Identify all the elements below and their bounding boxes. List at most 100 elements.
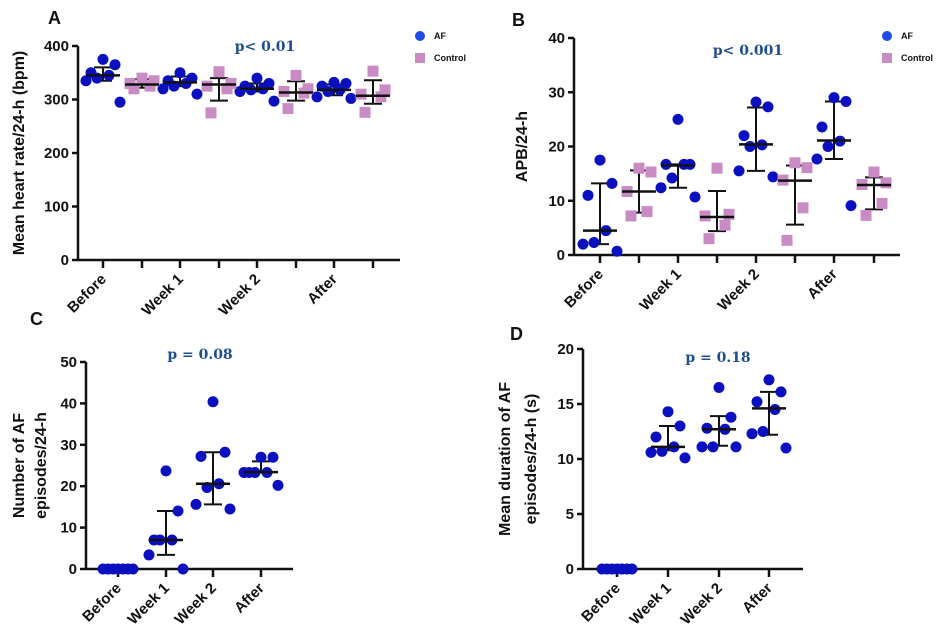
legend-af-label: AF <box>434 31 446 41</box>
data-point-af <box>114 96 126 108</box>
panel-B: B 0 10 20 30 40 Before Week 1 Week 2 After APB/24-… <box>512 10 933 314</box>
data-point-af <box>190 498 202 510</box>
y-axis-label: APB/24-h <box>514 111 531 182</box>
data-point-af <box>780 442 792 454</box>
data-point-af <box>650 431 662 443</box>
data-point-af <box>255 451 267 463</box>
data-point-af <box>707 441 719 453</box>
panel-letter: A <box>48 8 61 28</box>
data-point-af <box>655 182 667 194</box>
x-tick-label: Before <box>561 266 607 312</box>
data-point-af <box>577 238 589 250</box>
data-point-af <box>656 445 668 457</box>
panel-A: A 0 100 200 300 400 Before Week 1 Week 2 After Mea… <box>11 8 466 319</box>
data-point-control <box>711 162 723 174</box>
data-point-control <box>290 69 302 81</box>
data-point-af <box>746 428 758 440</box>
y-axis-label: Mean heart rate/24-h (bpm) <box>11 51 28 255</box>
data-point-af <box>127 563 139 575</box>
data-point-af <box>733 165 745 177</box>
data-point-af <box>750 96 762 108</box>
data-point-af <box>160 465 172 477</box>
y-tick-label: 10 <box>60 520 77 537</box>
y-axis-label: episodes/24-h <box>33 412 50 519</box>
p-value-annotation: p< 0.001 <box>713 43 783 59</box>
data-point-af <box>267 451 279 463</box>
data-point-control <box>797 202 809 214</box>
data-point-af <box>725 411 737 423</box>
data-point-af <box>738 130 750 142</box>
data-point-af <box>97 53 109 65</box>
panel-letter: B <box>512 10 525 30</box>
data-point-af <box>345 92 357 104</box>
data-point-af <box>696 441 708 453</box>
data-point-control <box>282 103 294 115</box>
legend-af-label: AF <box>901 31 913 41</box>
legend: AF Control <box>882 31 933 63</box>
data-point-af <box>840 95 852 107</box>
data-point-af <box>611 245 623 257</box>
y-tick-label: 20 <box>557 341 574 358</box>
x-tick-label: Week 2 <box>215 271 263 319</box>
x-tick-label: Week 1 <box>626 580 674 628</box>
data-point-control <box>719 219 731 231</box>
data-point-af <box>251 72 263 84</box>
data-point-af <box>816 121 828 133</box>
p-value-annotation: p = 0.18 <box>685 350 750 366</box>
y-tick-label: 0 <box>557 247 565 264</box>
x-tick-label: Before <box>79 580 125 626</box>
data-point-af <box>328 76 340 88</box>
data-point-af <box>174 67 186 79</box>
data-point-af <box>762 101 774 113</box>
y-tick-label: 400 <box>44 38 69 55</box>
data-point-af <box>845 200 857 212</box>
y-tick-label: 300 <box>44 92 69 109</box>
data-point-af <box>679 452 691 464</box>
data-point-af <box>713 382 725 393</box>
x-tick-label: Week 1 <box>636 266 684 314</box>
data-point-af <box>763 374 775 386</box>
data-point-af <box>672 113 684 125</box>
data-point-af <box>588 237 600 249</box>
data-point-control <box>789 157 801 169</box>
data-point-control <box>781 234 793 246</box>
x-tick-label: After <box>231 580 268 617</box>
panel-letter: C <box>30 309 43 329</box>
y-tick-label: 10 <box>548 193 565 210</box>
legend-af-marker <box>882 31 892 41</box>
data-point-af <box>606 177 618 189</box>
data-point-af <box>177 563 189 575</box>
data-point-af <box>268 95 280 107</box>
data-point-af <box>689 191 701 203</box>
p-value-annotation: p = 0.08 <box>167 347 232 363</box>
x-tick-label: After <box>304 271 341 308</box>
x-tick-label: Week 2 <box>171 580 219 628</box>
x-tick-label: Before <box>64 271 110 317</box>
data-point-af <box>811 153 823 165</box>
data-point-af <box>172 505 184 517</box>
y-tick-label: 20 <box>548 139 565 156</box>
data-point-af <box>822 141 834 152</box>
y-tick-label: 0 <box>69 561 77 578</box>
data-point-af <box>109 59 121 71</box>
x-tick-label: Week 1 <box>124 580 172 628</box>
data-point-control <box>645 166 657 178</box>
data-point-control <box>136 72 148 84</box>
y-tick-label: 0 <box>566 561 574 578</box>
data-point-control <box>221 83 233 95</box>
y-tick-label: 20 <box>60 478 77 495</box>
data-point-control <box>359 106 371 118</box>
x-tick-label: Week 2 <box>714 266 762 314</box>
panel-letter: D <box>510 324 523 344</box>
data-point-control <box>860 209 872 221</box>
legend-af-marker <box>415 31 425 41</box>
data-point-control <box>801 162 813 174</box>
data-point-af <box>582 189 594 201</box>
data-point-af <box>626 563 638 575</box>
y-tick-label: 10 <box>557 451 574 468</box>
legend-control-marker <box>882 53 892 63</box>
data-point-af <box>219 446 231 458</box>
y-tick-label: 200 <box>44 145 69 162</box>
y-axis-label: Number of AF <box>11 413 28 518</box>
